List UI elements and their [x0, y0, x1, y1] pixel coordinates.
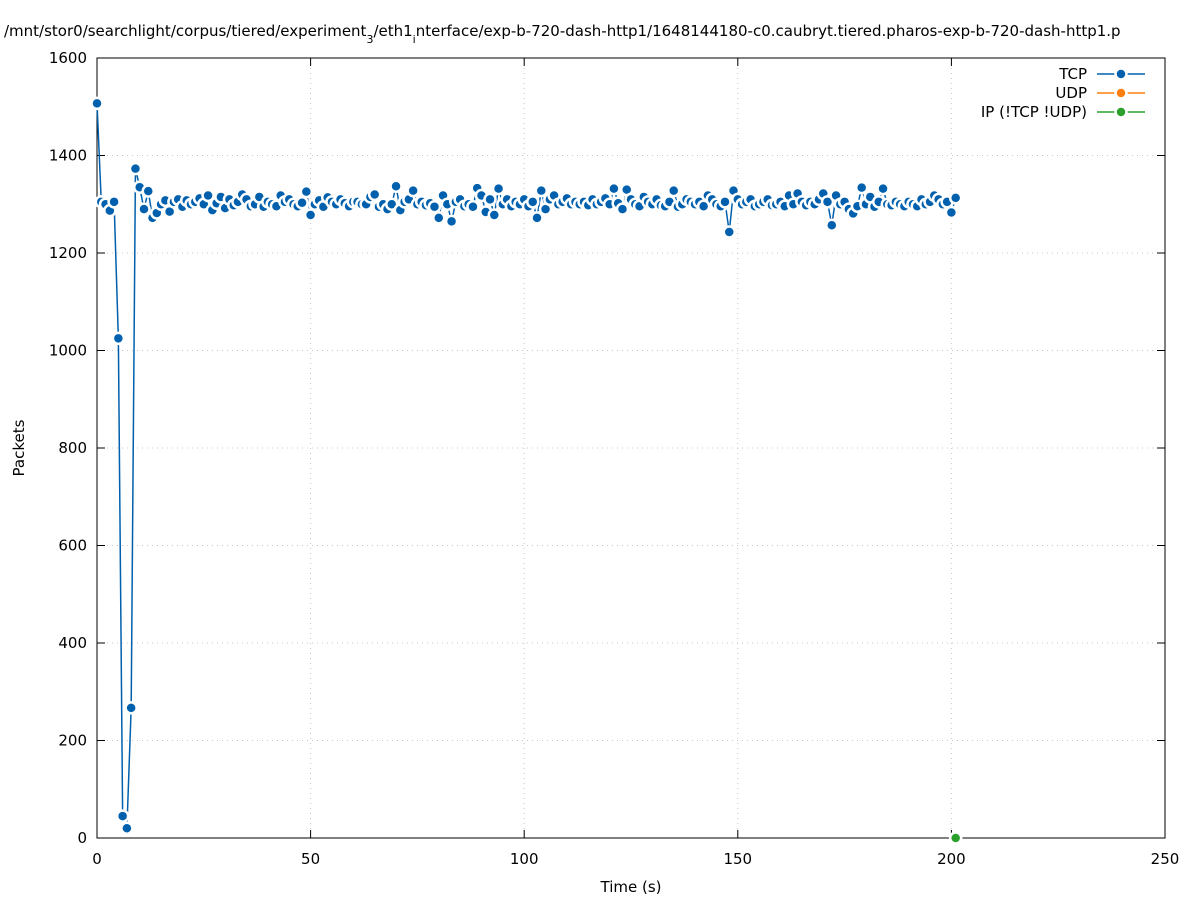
data-point — [128, 161, 143, 176]
data-point — [718, 195, 732, 209]
data-point — [876, 181, 890, 196]
data-point — [525, 195, 540, 209]
data-point — [111, 331, 126, 346]
legend-label: IP (!TCP !UDP) — [981, 103, 1087, 121]
y-tick-label: 0 — [77, 829, 87, 847]
legend-label: UDP — [1055, 84, 1087, 102]
x-tick-label: 50 — [301, 850, 320, 868]
y-axis-label: Packets — [10, 419, 28, 476]
x-tick-label: 250 — [1151, 850, 1180, 868]
data-point — [303, 208, 318, 222]
x-tick-label: 100 — [510, 850, 539, 868]
y-tick-label: 600 — [58, 537, 87, 555]
data-point — [948, 191, 963, 205]
title-part: nterface/exp-b-720-dash-http1/1648144180… — [416, 22, 1121, 40]
data-point — [141, 184, 156, 198]
data-point — [944, 205, 959, 220]
data-point — [406, 183, 420, 198]
data-point — [948, 831, 963, 845]
y-tick-label: 200 — [58, 732, 87, 750]
data-point — [90, 96, 104, 111]
data-point — [389, 179, 403, 193]
data-point — [466, 199, 480, 214]
title-part: i — [413, 33, 416, 46]
data-point — [615, 202, 630, 216]
data-point — [487, 208, 502, 222]
data-point — [115, 809, 130, 823]
data-point — [107, 195, 121, 209]
data-point — [530, 211, 544, 225]
legend-label: TCP — [1058, 65, 1087, 83]
x-axis-label: Time (s) — [600, 878, 662, 896]
title-part: /eth1 — [373, 22, 412, 40]
y-tick-label: 1400 — [49, 147, 87, 165]
title-part: /mnt/stor0/searchlight/corpus/tiered/exp… — [4, 22, 367, 40]
x-tick-label: 0 — [92, 850, 102, 868]
data-point — [483, 192, 497, 207]
y-tick-label: 1600 — [49, 49, 87, 67]
x-tick-label: 150 — [723, 850, 752, 868]
data-point — [666, 183, 681, 198]
x-tick-label: 200 — [937, 850, 966, 868]
data-point — [432, 211, 446, 225]
data-point — [201, 188, 215, 203]
data-point — [854, 180, 869, 195]
data-point — [124, 701, 138, 715]
y-tick-label: 1000 — [49, 342, 87, 360]
y-tick-label: 800 — [58, 439, 87, 457]
data-point — [120, 821, 134, 835]
data-point — [444, 214, 459, 229]
legend-marker — [1114, 105, 1128, 119]
legend-marker — [1114, 67, 1128, 81]
data-point — [534, 183, 549, 198]
data-point — [367, 187, 382, 202]
data-point — [825, 218, 839, 232]
data-point — [295, 196, 309, 210]
data-point — [607, 181, 621, 196]
data-point — [299, 184, 314, 199]
data-point — [722, 225, 737, 239]
data-point — [491, 181, 506, 196]
data-point — [820, 195, 835, 209]
plot-frame — [96, 57, 1166, 839]
data-point — [427, 199, 442, 214]
legend-marker — [1114, 86, 1128, 100]
y-tick-label: 400 — [58, 634, 87, 652]
chart-title: /mnt/stor0/searchlight/corpus/tiered/exp… — [4, 22, 1121, 46]
title-part: 3 — [366, 33, 373, 46]
data-point — [137, 202, 151, 216]
y-tick-label: 1200 — [49, 244, 87, 262]
